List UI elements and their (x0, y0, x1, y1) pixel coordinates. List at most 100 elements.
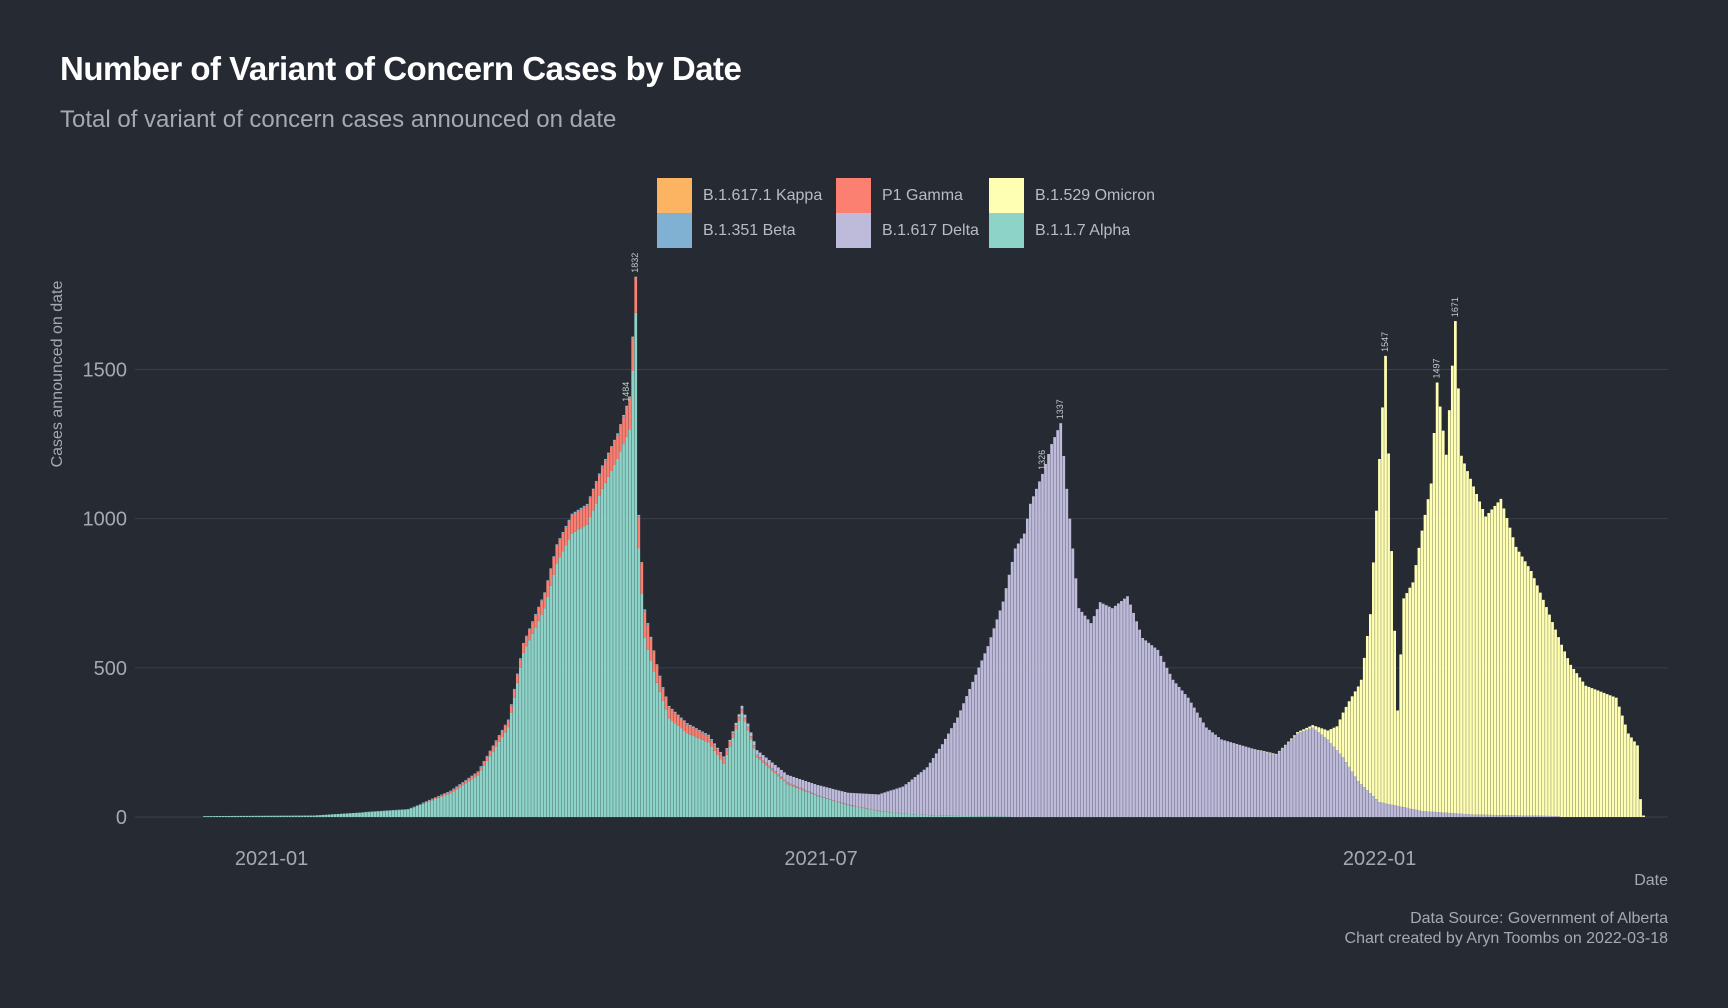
bar-segment (470, 779, 474, 817)
bar-segment (355, 812, 358, 817)
bar-segment (631, 370, 635, 817)
bar-segment (437, 796, 440, 798)
bar-segment (880, 811, 883, 817)
bar-segment (1214, 734, 1217, 817)
bar-segment (1053, 437, 1057, 817)
bar-segment (1581, 681, 1585, 817)
bar-segment (1247, 747, 1251, 817)
bar-segment (1299, 730, 1302, 733)
bar-segment (746, 726, 750, 728)
bar-segment (628, 396, 632, 399)
bar-segment (555, 545, 559, 564)
bar-segment (455, 789, 458, 817)
bar-segment (594, 503, 598, 817)
bar-segment (673, 712, 677, 714)
bar-segment (267, 815, 270, 817)
bar-segment (664, 696, 668, 699)
bar-segment (385, 810, 389, 811)
bar-segment (1038, 481, 1041, 818)
bar-segment (1426, 499, 1430, 812)
bar-segment (1429, 811, 1433, 817)
bar-segment (685, 733, 689, 817)
bar-segment (1174, 683, 1178, 817)
bar-segment (506, 727, 510, 817)
bar-segment (1608, 695, 1612, 817)
bar-total-label: 1497 (1432, 358, 1442, 378)
bar-segment (1095, 609, 1099, 817)
bar-segment (531, 621, 534, 623)
bar-segment (549, 568, 553, 570)
bar-segment (916, 774, 920, 815)
bar-segment (786, 782, 789, 785)
bar-segment (868, 809, 871, 817)
bar-segment (552, 557, 556, 575)
bar-segment (412, 806, 416, 808)
bar-segment (1229, 742, 1233, 817)
bar-segment (1399, 806, 1403, 817)
bar-segment (1557, 637, 1560, 817)
bar-segment (631, 336, 635, 339)
bar-segment (968, 688, 972, 817)
bar-segment (1147, 642, 1151, 817)
bar-segment (1208, 729, 1211, 817)
bar-segment (1481, 508, 1485, 815)
bar-segment (971, 816, 975, 817)
bar-segment (1211, 732, 1214, 817)
bar-segment (576, 509, 580, 512)
legend-item: B.1.617.1 Kappa (657, 178, 836, 213)
bar-segment (1153, 647, 1157, 817)
bar-segment (892, 812, 896, 817)
bar-segment (1293, 736, 1296, 817)
bar-segment (761, 755, 765, 761)
bar-segment (822, 797, 826, 798)
bar-segment (619, 424, 622, 426)
bar-segment (710, 739, 713, 741)
bar-segment (1047, 454, 1050, 817)
bar-segment (1493, 814, 1497, 817)
bar-segment (643, 638, 647, 817)
bar-segment (713, 743, 717, 745)
bar-segment (685, 723, 689, 724)
bar-segment (895, 788, 899, 813)
bar-segment (512, 697, 516, 817)
bar-segment (840, 803, 844, 817)
bar-segment (531, 633, 534, 817)
bar-segment (500, 737, 504, 817)
bar-segment (248, 815, 252, 817)
bar-segment (543, 593, 547, 609)
bar-segment (1447, 410, 1451, 813)
bar-segment (476, 775, 480, 817)
bar-segment (874, 810, 877, 817)
bar-segment (661, 687, 665, 689)
y-tick-label: 500 (94, 658, 127, 680)
bar-segment (786, 782, 789, 783)
bar-segment (953, 815, 956, 817)
bar-segment (913, 777, 917, 815)
bar-segment (1487, 814, 1491, 817)
bar-segment (1217, 737, 1220, 817)
bar-segment (1356, 686, 1360, 782)
bar-segment (834, 789, 838, 801)
bar-segment (655, 664, 659, 665)
bar-segment (540, 600, 543, 615)
bar-segment (1165, 667, 1169, 817)
bar-segment (470, 775, 474, 777)
bar-segment (998, 610, 1002, 817)
bar-segment (1429, 483, 1433, 812)
bar-segment (427, 800, 431, 802)
bar-segment (874, 810, 877, 811)
bar-segment (449, 791, 452, 794)
bar-segment (995, 816, 999, 817)
bar-segment (1450, 813, 1454, 817)
bar-segment (649, 637, 653, 639)
bar-segment (1016, 543, 1020, 817)
bar-segment (755, 754, 759, 758)
bar-segment (719, 752, 723, 754)
bar-segment (449, 793, 452, 817)
bar-segment (837, 790, 841, 802)
bar-segment (443, 793, 446, 796)
bar-segment (1505, 815, 1509, 817)
bar-segment (579, 528, 583, 817)
bar-segment (1375, 510, 1378, 800)
bar-segment (807, 791, 811, 793)
